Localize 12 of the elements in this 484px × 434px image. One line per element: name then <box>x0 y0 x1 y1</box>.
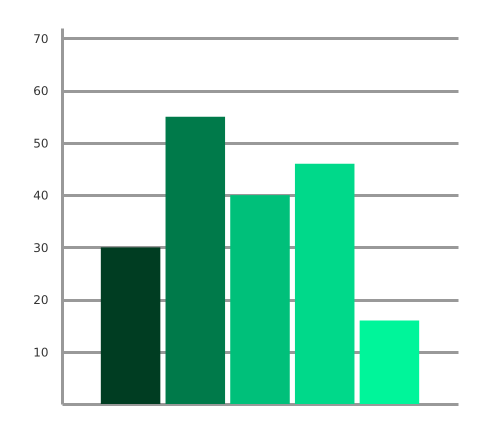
y-tick-label: 40 <box>33 188 48 203</box>
y-tick-label: 60 <box>33 84 48 98</box>
bar <box>230 195 290 404</box>
bar <box>294 164 354 404</box>
y-tick-label: 70 <box>33 32 48 46</box>
bar <box>360 320 420 404</box>
y-tick-label: 10 <box>33 345 48 360</box>
y-tick-label: 20 <box>33 293 48 308</box>
bar <box>100 247 160 404</box>
y-tick-label: 50 <box>33 136 48 150</box>
y-tick-label: 30 <box>33 240 48 255</box>
bar <box>166 116 226 404</box>
